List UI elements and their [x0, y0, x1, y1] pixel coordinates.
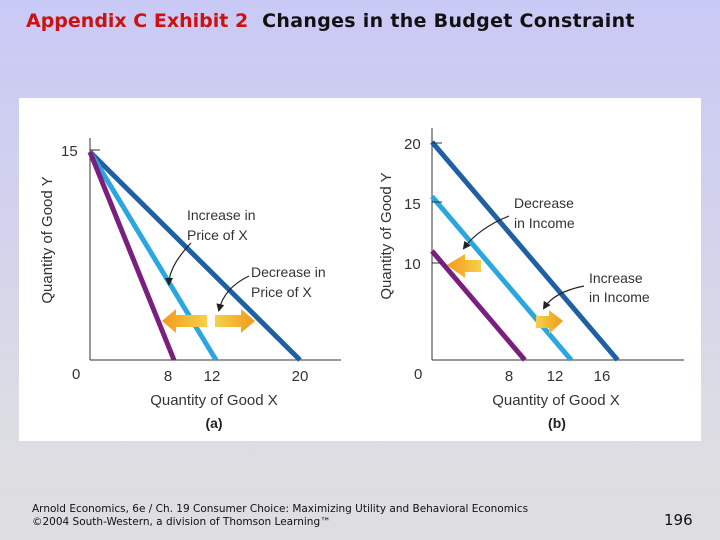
panel-b-pointer-arrow-decrease [462, 215, 510, 250]
panel-b-xtick-12: 12 [547, 368, 564, 385]
panel-a-annotation-decrease-line2: Price of X [251, 284, 312, 300]
panel-a-annotation-decrease-line1: Decrease in [251, 264, 326, 280]
panel-b-budget-line-income-decrease [430, 249, 527, 362]
panel-b-shift-arrow-left [447, 254, 481, 278]
panel-a-pointer-arrow-increase [165, 242, 192, 286]
panel-a-pointer-arrow-decrease [216, 275, 250, 312]
panel-b-annotation-increase: Increase in Income [589, 270, 650, 305]
panel-a-ytick-15: 15 [61, 143, 78, 160]
panel-b-xtick-16: 16 [594, 368, 611, 385]
panel-b-budget-line-original [430, 194, 574, 362]
panel-b-xtick-8: 8 [505, 368, 513, 385]
panel-a-xlabel: Quantity of Good X [150, 392, 278, 409]
panel-b-annotation-decrease: Decrease in Income [514, 195, 578, 231]
panel-b-annotation-decrease-line2: in Income [514, 215, 575, 231]
panel-b-budget-line-income-increase [430, 140, 620, 362]
page-number: 196 [664, 511, 693, 529]
panel-b-annotation-decrease-line1: Decrease [514, 195, 574, 211]
panel-b-annotation-increase-line2: in Income [589, 289, 650, 305]
slide-title: Appendix C Exhibit 2 Changes in the Budge… [26, 10, 635, 32]
panel-a-annotation-increase-line1: Increase in [187, 207, 255, 223]
panel-a-label: (a) [205, 415, 222, 431]
panel-a-ylabel: Quantity of Good Y [39, 176, 56, 303]
panel-a-budget-line-price-increase [87, 151, 177, 361]
panel-a-budget-line-price-decrease [88, 150, 302, 362]
panel-b-ylabel: Quantity of Good Y [378, 172, 395, 299]
panel-b-annotation-increase-line1: Increase [589, 270, 643, 286]
footer-credit: Arnold Economics, 6e / Ch. 19 Consumer C… [32, 503, 528, 529]
panel-b-xlabel: Quantity of Good X [492, 392, 620, 409]
panel-a-annotation-increase-line2: Price of X [187, 227, 248, 243]
panel-a-annotation-decrease: Decrease in Price of X [251, 264, 330, 300]
exhibit-title: Changes in the Budget Constraint [262, 10, 635, 32]
panel-a-xtick-8: 8 [164, 368, 172, 385]
footer-line-1: Arnold Economics, 6e / Ch. 19 Consumer C… [32, 503, 529, 515]
panel-b-label: (b) [548, 415, 566, 431]
panel-a-xtick-0: 0 [72, 366, 80, 383]
budget-constraint-figure: 15 0 8 12 20 20 15 10 0 8 12 16 Quantity… [39, 128, 684, 431]
panel-b-ytick-20: 20 [404, 136, 421, 153]
panel-b-pointer-arrow-increase [542, 285, 585, 310]
footer-line-2: ©2004 South-Western, a division of Thoms… [32, 516, 331, 528]
panel-a-shift-arrow-left [162, 309, 207, 333]
panel-b-shift-arrow-right [536, 310, 563, 334]
panel-b-ytick-15: 15 [404, 196, 421, 213]
panel-a-annotation-increase: Increase in Price of X [187, 207, 259, 243]
exhibit-label: Appendix C Exhibit 2 [26, 10, 249, 32]
panel-b-ytick-10: 10 [404, 256, 421, 273]
panel-b-xtick-0: 0 [414, 366, 422, 383]
panel-a-xtick-20: 20 [292, 368, 309, 385]
figure-panel: 15 0 8 12 20 20 15 10 0 8 12 16 Quantity… [19, 98, 701, 441]
panel-a-shift-arrow-right [215, 309, 255, 333]
panel-a-xtick-12: 12 [204, 368, 221, 385]
